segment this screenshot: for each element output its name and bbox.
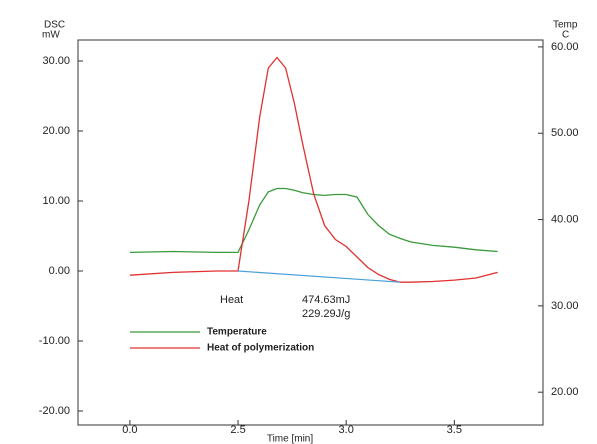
- data-line: [129, 187, 498, 254]
- y2-tick-label: 20.00: [551, 386, 579, 398]
- y2-tick-label: 30.00: [551, 300, 579, 312]
- x-tick-label: 3.0: [339, 424, 354, 436]
- y-tick-label: 20.00: [42, 125, 70, 137]
- y2-axis-label: Temp: [553, 20, 578, 31]
- y-axis-label: DSC: [44, 20, 65, 31]
- data-line: [129, 56, 498, 283]
- y-tick-label: -10.00: [39, 335, 70, 347]
- baseline: [237, 270, 401, 283]
- annotation-value: 229.29J/g: [302, 308, 350, 320]
- x-axis-label: Time [min]: [267, 434, 314, 444]
- legend-label: Heat of polymerization: [207, 343, 314, 354]
- y-tick-label: -20.00: [39, 405, 70, 417]
- y-tick-label: 0.00: [49, 265, 70, 277]
- annotation-label: Heat: [220, 294, 243, 306]
- x-tick-label: 3.5: [447, 424, 462, 436]
- y-tick-label: 10.00: [42, 195, 70, 207]
- y-tick-label: 30.00: [42, 55, 70, 67]
- x-tick-label: 0.0: [122, 424, 137, 436]
- y2-tick-label: 40.00: [551, 213, 579, 225]
- x-tick-label: 2.5: [230, 424, 245, 436]
- y-axis-unit: mW: [42, 30, 60, 41]
- legend-label: Temperature: [207, 327, 267, 338]
- y2-tick-label: 50.00: [551, 127, 579, 139]
- plot-frame: [77, 39, 544, 426]
- annotation-value: 474.63mJ: [302, 294, 350, 306]
- y2-axis-unit: C: [562, 30, 569, 41]
- y2-tick-label: 60.00: [551, 41, 579, 53]
